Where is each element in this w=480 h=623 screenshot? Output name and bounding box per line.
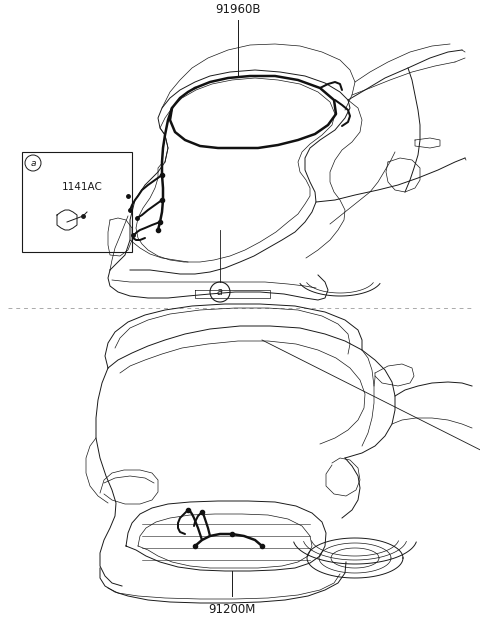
Bar (22, 152, 132, 252)
Text: a: a (217, 287, 223, 297)
Text: 1141AC: 1141AC (61, 182, 102, 192)
Text: 91960B: 91960B (215, 3, 261, 16)
Text: a: a (30, 158, 36, 168)
Text: 91200M: 91200M (208, 603, 256, 616)
